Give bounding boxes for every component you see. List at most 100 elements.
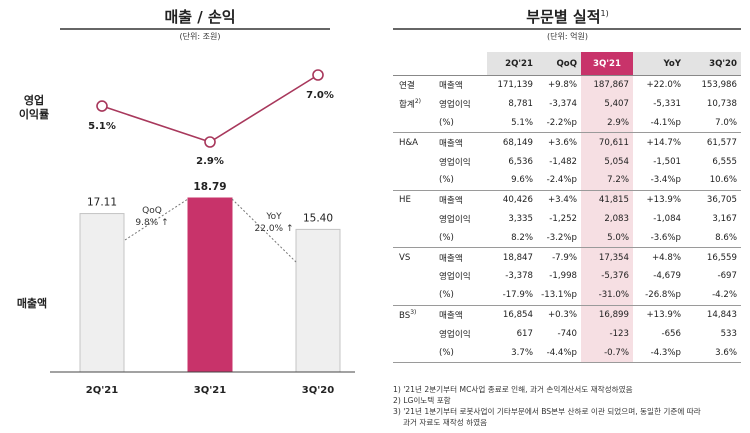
metric-cell: (%) (435, 113, 487, 134)
segment-table-wrap: 2Q'21 QoQ 3Q'21 YoY 3Q'20 연결 매출액 171,139 +9.8% 1… (393, 52, 741, 363)
value-cell: 617 (516, 328, 533, 339)
value-cell: 14,843 (706, 309, 737, 320)
value-cell: 3.6% (685, 343, 741, 363)
value-cell: 6,536 (508, 156, 533, 167)
op-margin-label-line2: 이익률 (18, 108, 50, 121)
yoy-value: 22.0% ↑ (255, 224, 294, 234)
table-row: 영업이익 3,335 -1,252 2,083 -1,084 3,167 (393, 209, 741, 229)
metric-cell: 매출액 (439, 310, 463, 321)
segment-name-cell (393, 324, 435, 343)
value-cell: 3.7% (487, 343, 537, 363)
right-panel-title: 부문별 실적1) (395, 6, 740, 27)
footnote-line: 2) LG이노텍 포함 (393, 396, 451, 405)
table-row: 합계2) 영업이익 8,781 -3,374 5,407 -5,331 10,738 (393, 94, 741, 114)
segment-table-header-row: 2Q'21 QoQ 3Q'21 YoY 3Q'20 (393, 52, 741, 76)
value-cell: 3,167 (712, 213, 737, 224)
sales-label: 매출액 (16, 297, 48, 310)
segment-name-cell (393, 170, 435, 191)
value-cell: 16,899 (581, 305, 633, 325)
category-tick-label: 3Q'20 (302, 385, 334, 396)
metric-cell: (%) (435, 285, 487, 306)
metric-cell: 매출액 (439, 253, 463, 264)
op-margin-value-label: 2.9% (196, 156, 224, 167)
segment-name-cell (393, 152, 435, 171)
value-cell: -26.8%p (633, 285, 685, 306)
value-cell: -3,374 (549, 99, 577, 110)
value-cell: 5,054 (581, 152, 633, 171)
yoy-dashed-line (231, 198, 297, 263)
value-cell: -740 (557, 328, 577, 339)
footnote-line: 3) '21년 1분기부터 로봇사업이 기타부문에서 BS본부 산하로 이관 되… (393, 407, 701, 416)
header-blank-cell (393, 52, 487, 76)
sales-bar-value-label: 15.40 (303, 212, 333, 224)
segment-table: 2Q'21 QoQ 3Q'21 YoY 3Q'20 연결 매출액 171,139 +9.8% 1… (393, 52, 741, 363)
sales-bar (295, 228, 341, 373)
value-cell: -7.9% (552, 252, 577, 263)
table-row: (%) 3.7% -4.4%p -0.7% -4.3%p 3.6% (393, 343, 741, 363)
value-cell: 5.0% (581, 228, 633, 249)
value-cell: -2.4%p (537, 170, 581, 191)
op-margin-label-line1: 영업 (23, 94, 45, 107)
table-row: (%) 9.6% -2.4%p 7.2% -3.4%p 10.6% (393, 170, 741, 191)
qoq-dashed-line (124, 198, 189, 241)
value-cell: -4.3%p (633, 343, 685, 363)
table-row: (%) 8.2% -3.2%p 5.0% -3.6%p 8.6% (393, 228, 741, 249)
left-charts-svg: 5.1% 2.9% 7.0% 17.11 2Q'21 18.79 3Q'21 15.40 3Q… (50, 69, 355, 396)
metric-cell: 매출액 (439, 196, 463, 207)
op-margin-line-chart: 5.1% 2.9% 7.0% (88, 69, 334, 167)
value-cell: 16,559 (706, 252, 737, 263)
table-row: 영업이익 -3,378 -1,998 -5,376 -4,679 -697 (393, 266, 741, 286)
footnotes: 1) '21년 2분기부터 MC사업 종료로 인해, 과거 손익계산서도 재작성… (393, 384, 743, 428)
sales-bar (187, 197, 233, 373)
value-cell: -1,482 (549, 156, 577, 167)
metric-cell: 매출액 (439, 81, 463, 92)
value-cell: +13.9% (646, 195, 681, 206)
value-cell: 533 (720, 328, 737, 339)
op-margin-value-label: 5.1% (88, 121, 116, 132)
qoq-annotation: QoQ 9.8% ↑ (124, 198, 189, 241)
footnote-line: 1) '21년 2분기부터 MC사업 종료로 인해, 과거 손익계산서도 재작성… (393, 385, 633, 394)
segment-name-cell (393, 228, 435, 249)
sales-bar-chart: 17.11 2Q'21 18.79 3Q'21 15.40 3Q'20 (50, 181, 355, 396)
right-title-rule (393, 28, 741, 30)
column-header: QoQ (537, 52, 581, 76)
table-row: VS 매출액 18,847 -7.9% 17,354 +4.8% 16,559 (393, 247, 741, 267)
left-panel-title: 매출 / 손익 (164, 8, 236, 26)
table-row: 영업이익 617 -740 -123 -656 533 (393, 324, 741, 344)
qoq-label: QoQ (142, 206, 162, 216)
column-header: 2Q'21 (487, 52, 537, 76)
value-cell: 16,854 (502, 309, 533, 320)
table-row: HE 매출액 40,426 +3.4% 41,815 +13.9% 36,705 (393, 190, 741, 210)
value-cell: +3.4% (547, 195, 577, 206)
value-cell: 8.2% (487, 228, 537, 249)
value-cell: -4.2% (685, 285, 741, 306)
value-cell: 8,781 (508, 99, 533, 110)
segment-name-cell: BS3) (399, 309, 417, 321)
value-cell: -3.6%p (633, 228, 685, 249)
value-cell: 40,426 (502, 195, 533, 206)
value-cell: -3.2%p (537, 228, 581, 249)
table-row: 영업이익 6,536 -1,482 5,054 -1,501 6,555 (393, 152, 741, 171)
value-cell: -2.2%p (537, 113, 581, 134)
value-cell: -31.0% (581, 285, 633, 306)
value-cell: 7.0% (685, 113, 741, 134)
value-cell: +4.8% (651, 252, 681, 263)
value-cell: -1,998 (549, 271, 577, 282)
segment-name-cell: HE (399, 195, 411, 206)
metric-cell: 영업이익 (439, 272, 471, 283)
value-cell: 2,083 (581, 209, 633, 229)
value-cell: -5,331 (653, 99, 681, 110)
value-cell: -1,252 (549, 213, 577, 224)
footnote-line: 과거 자료도 재작성 하였음 (403, 418, 488, 427)
value-cell: -3.4%p (633, 170, 685, 191)
sales-bar-value-label: 18.79 (193, 181, 226, 193)
value-cell: 6,555 (712, 156, 737, 167)
sales-bar-value-label: 17.11 (87, 197, 117, 209)
value-cell: -656 (661, 328, 681, 339)
value-cell: 68,149 (502, 137, 533, 148)
table-row: BS3) 매출액 16,854 +0.3% 16,899 +13.9% 14,843 (393, 305, 741, 325)
value-cell: 36,705 (706, 195, 737, 206)
segment-name-cell (393, 210, 435, 229)
value-cell: +13.9% (646, 309, 681, 320)
table-row: H&A 매출액 68,149 +3.6% 70,611 +14.7% 61,577 (393, 132, 741, 153)
